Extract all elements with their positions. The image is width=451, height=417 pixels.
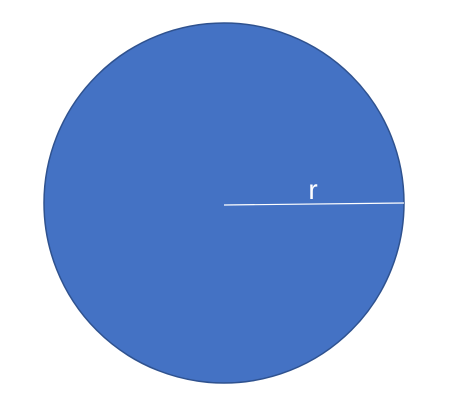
radius-label: r [308, 174, 317, 205]
radius-line [223, 202, 405, 206]
